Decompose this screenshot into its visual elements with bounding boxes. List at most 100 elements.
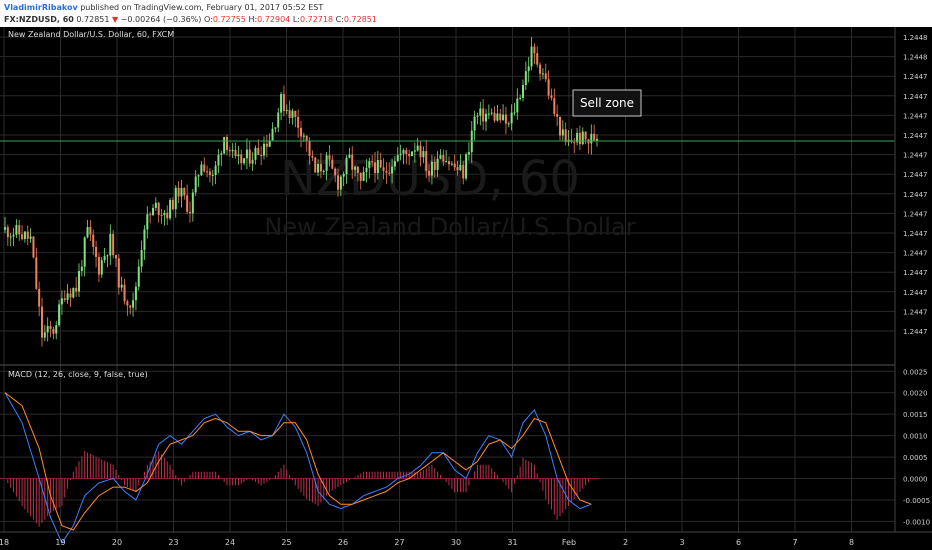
macd-plot xyxy=(0,392,600,544)
candle-body xyxy=(9,236,12,238)
price-tick-label: 1.2447 xyxy=(903,210,928,218)
candle-body xyxy=(416,145,419,151)
candle-body xyxy=(69,293,72,298)
candle-body xyxy=(129,305,132,308)
candle-body xyxy=(436,158,439,170)
candle-body xyxy=(308,140,311,156)
annotation-box xyxy=(572,89,642,117)
candle-body xyxy=(479,108,482,116)
change-arrow-icon: ▼ xyxy=(112,15,119,24)
candle-body xyxy=(553,98,556,115)
candle-body xyxy=(197,175,200,177)
price-tick-label: 1.2447 xyxy=(903,250,928,258)
candle-body xyxy=(288,109,291,118)
price-tick-label: 1.2447 xyxy=(903,191,928,199)
sell-zone-annotation[interactable]: Sell zone xyxy=(572,89,642,117)
chart-canvas[interactable]: NZDUSD, 60 New Zealand Dollar/U.S. Dolla… xyxy=(0,27,932,550)
last-price: 0.72851 xyxy=(76,15,110,24)
high-value: 0.72904 xyxy=(257,15,291,24)
candle-body xyxy=(433,161,436,170)
chart-background xyxy=(0,27,932,550)
candle-body xyxy=(487,113,490,115)
candle-body xyxy=(166,212,169,219)
candle-body xyxy=(191,192,194,214)
time-tick-label: Feb xyxy=(562,538,576,547)
candle-body xyxy=(385,170,388,173)
candle-body xyxy=(522,84,524,98)
time-tick-label: 2 xyxy=(623,538,628,547)
candle-body xyxy=(268,140,271,147)
candle-body xyxy=(462,164,465,179)
candle-body xyxy=(89,227,92,235)
price-tick-label: 1.2447 xyxy=(903,152,928,160)
candle-body xyxy=(189,211,191,214)
candle-body xyxy=(365,167,368,172)
candle-body xyxy=(348,154,351,158)
candle-body xyxy=(564,129,567,143)
candle-body xyxy=(339,176,342,190)
price-tick-label: 1.2447 xyxy=(903,308,928,316)
candle-body xyxy=(337,175,339,190)
candle-body xyxy=(234,149,237,157)
candle-body xyxy=(539,64,542,74)
macd-line xyxy=(4,392,592,544)
candle-body xyxy=(527,66,530,72)
candle-body xyxy=(260,155,263,157)
candle-body xyxy=(325,155,328,171)
candle-body xyxy=(342,174,345,177)
candle-body xyxy=(29,236,32,239)
candles xyxy=(4,36,598,347)
candle-body xyxy=(206,171,209,173)
candle-body xyxy=(140,249,143,267)
candle-body xyxy=(78,271,80,292)
candle-body xyxy=(297,116,300,128)
candle-body xyxy=(541,73,544,75)
candle-body xyxy=(405,150,408,155)
macd-tick-label: 0.0005 xyxy=(903,454,928,462)
candle-body xyxy=(510,112,513,124)
candle-body xyxy=(354,166,357,170)
candle-body xyxy=(584,131,587,140)
candle-body xyxy=(157,202,160,216)
candle-body xyxy=(154,202,157,208)
macd-axis[interactable]: 0.0025 0.0020 0.0015 0.0010 0.0005 0.0000 -0.0… xyxy=(903,368,930,526)
candle-body xyxy=(547,79,550,96)
candle-body xyxy=(226,136,228,151)
candle-body xyxy=(97,256,100,275)
candle-body xyxy=(536,53,539,65)
candle-body xyxy=(396,155,399,162)
time-tick-label: 7 xyxy=(792,538,797,547)
price-tick-label: 1.2447 xyxy=(903,112,928,120)
candle-body xyxy=(143,229,146,250)
author-link[interactable]: VladimirRibakov xyxy=(4,3,78,12)
candle-body xyxy=(49,326,52,329)
candle-body xyxy=(171,199,174,210)
watermark-symbol: NZDUSD, 60 xyxy=(280,151,580,207)
candle-body xyxy=(345,157,348,175)
candle-body xyxy=(203,164,206,172)
candle-body xyxy=(411,151,413,157)
time-tick-label: 25 xyxy=(281,538,291,547)
candle-body xyxy=(169,199,172,219)
macd-tick-label: 0.0020 xyxy=(903,390,928,398)
candle-body xyxy=(581,131,584,145)
candle-body xyxy=(425,151,428,171)
price-tick-label: 1.2448 xyxy=(903,34,928,42)
candle-body xyxy=(106,255,109,257)
candle-body xyxy=(6,227,9,238)
candle-body xyxy=(519,97,522,99)
candle-body xyxy=(453,163,456,168)
candle-body xyxy=(319,163,322,172)
candle-body xyxy=(123,284,126,302)
candle-body xyxy=(362,171,365,181)
time-axis[interactable]: 18 19 20 23 24 25 26 27 30 31 Feb 2 3 6 7 8 xyxy=(0,538,854,547)
candle-body xyxy=(95,246,98,257)
candle-body xyxy=(476,115,479,117)
candle-body xyxy=(194,176,197,193)
time-tick-label: 23 xyxy=(168,538,178,547)
candle-body xyxy=(544,73,547,80)
candle-body xyxy=(38,288,41,307)
candle-body xyxy=(282,94,285,111)
price-axis[interactable]: 1.2448 1.2448 1.2447 1.2447 1.2447 1.2447 1.24… xyxy=(903,34,928,336)
candle-body xyxy=(317,163,320,173)
